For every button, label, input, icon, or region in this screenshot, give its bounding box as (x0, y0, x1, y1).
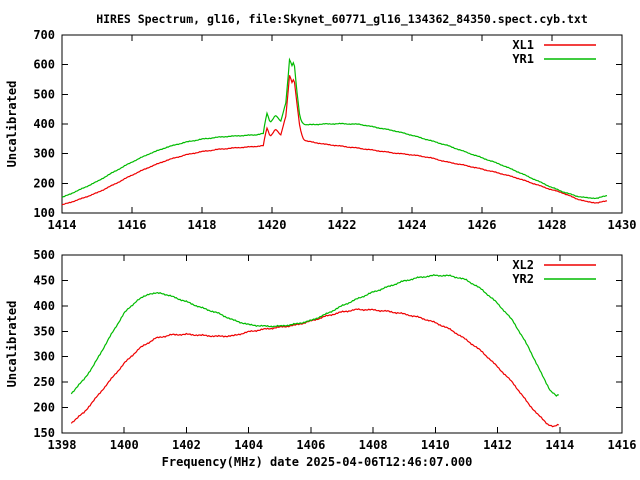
legend-label-XL1: XL1 (512, 38, 534, 52)
y-tick-label: 150 (33, 426, 55, 440)
y-tick-label: 300 (33, 350, 55, 364)
x-tick-label: 1414 (545, 438, 574, 452)
legend-label-XL2: XL2 (512, 258, 534, 272)
x-tick-label: 1426 (468, 218, 497, 232)
y-tick-label: 600 (33, 58, 55, 72)
y-tick-label: 100 (33, 206, 55, 220)
x-tick-label: 1410 (421, 438, 450, 452)
x-tick-label: 1430 (608, 218, 637, 232)
y-tick-label: 350 (33, 324, 55, 338)
x-tick-label: 1402 (172, 438, 201, 452)
y-tick-label: 500 (33, 87, 55, 101)
y-tick-label: 700 (33, 28, 55, 42)
x-tick-label: 1414 (48, 218, 77, 232)
x-tick-label: 1428 (538, 218, 567, 232)
x-tick-label: 1416 (608, 438, 637, 452)
x-axis-label: Frequency(MHz) date 2025-04-06T12:46:07.… (161, 455, 473, 469)
x-tick-label: 1416 (118, 218, 147, 232)
series-YR2 (70, 273, 559, 397)
x-tick-label: 1400 (110, 438, 139, 452)
y-tick-label: 200 (33, 176, 55, 190)
x-tick-label: 1412 (483, 438, 512, 452)
y-tick-label: 250 (33, 375, 55, 389)
y-tick-label: 400 (33, 117, 55, 131)
x-tick-label: 1420 (258, 218, 287, 232)
x-tick-label: 1404 (234, 438, 263, 452)
x-tick-label: 1418 (188, 218, 217, 232)
legend-label-YR1: YR1 (512, 52, 534, 66)
x-tick-label: 1408 (359, 438, 388, 452)
chart-title: HIRES Spectrum, gl16, file:Skynet_60771_… (96, 12, 588, 26)
legend-label-YR2: YR2 (512, 272, 534, 286)
y-tick-label: 200 (33, 401, 55, 415)
y-tick-label: 500 (33, 248, 55, 262)
series-XL1 (61, 75, 608, 206)
x-tick-label: 1406 (296, 438, 325, 452)
x-tick-label: 1422 (328, 218, 357, 232)
x-tick-label: 1398 (48, 438, 77, 452)
series-XL2 (70, 308, 560, 428)
plot-border (61, 254, 623, 434)
x-tick-label: 1424 (398, 218, 427, 232)
y-tick-label: 400 (33, 299, 55, 313)
series-YR1 (61, 57, 608, 200)
y-tick-label: 450 (33, 273, 55, 287)
y-tick-label: 300 (33, 147, 55, 161)
